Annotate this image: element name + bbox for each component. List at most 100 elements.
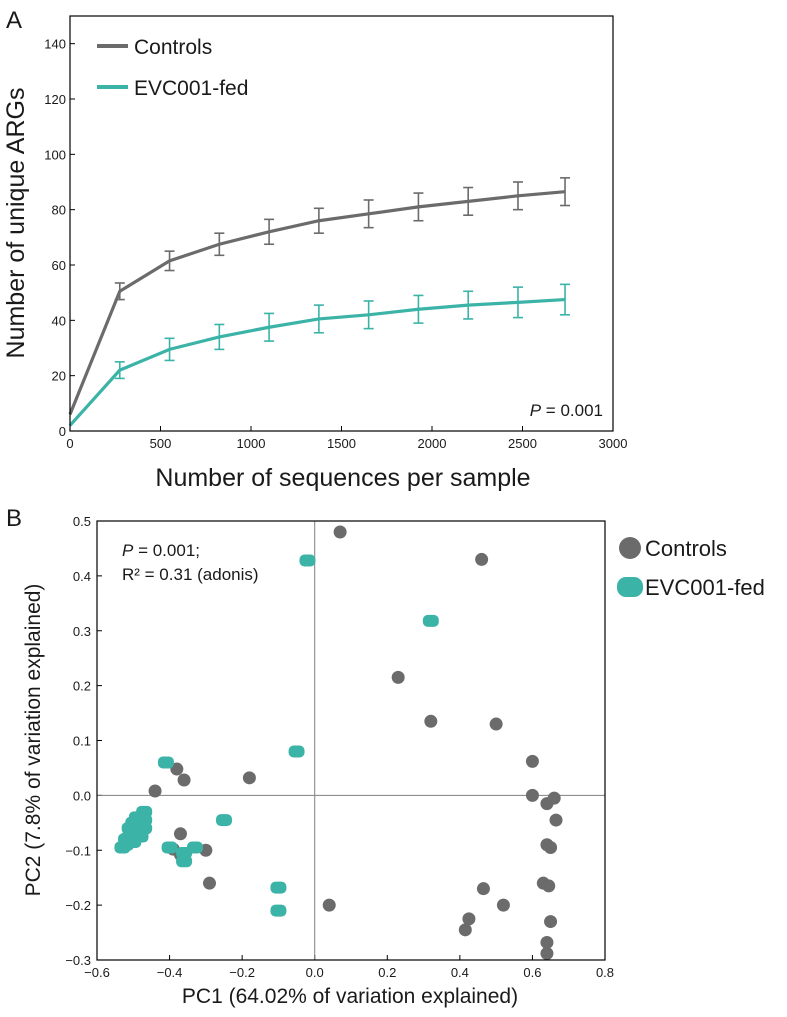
panel-a-letter: A <box>6 7 22 34</box>
panel-b-pvalue: P = 0.001; <box>122 541 200 560</box>
panel-a-xtick-label: 3000 <box>599 436 628 451</box>
panel-a-evc-errorbar <box>164 337 175 362</box>
pcoa-point-evc <box>118 833 135 846</box>
panel-a: 0 500 1000 1500 2000 2500 3000 0 20 40 60 80 100 120 1… <box>2 15 628 492</box>
panel-b-ytick-label: 0.4 <box>73 569 91 584</box>
panel-a-controls-errorbar <box>560 177 571 207</box>
panel-a-controls-errorbar <box>313 207 324 234</box>
panel-b-xtick-label: 0.0 <box>306 965 324 980</box>
panel-b-letter: B <box>6 505 22 532</box>
panel-a-evc-errorbar <box>313 304 324 334</box>
panel-a-controls-errorbar <box>264 218 275 246</box>
panel-b-ytick-label: 0.0 <box>73 788 91 803</box>
panel-b-ytick-label: 0.3 <box>73 624 91 639</box>
panel-a-controls-errorbar <box>463 186 474 216</box>
pcoa-point-controls <box>177 773 191 787</box>
pcoa-point-evc <box>157 756 174 769</box>
pcoa-point-evc <box>216 814 232 827</box>
panel-b-ytick-label: 0.1 <box>73 734 91 749</box>
panel-a-ytick-label: 120 <box>44 92 66 107</box>
pcoa-point-controls <box>549 813 563 827</box>
panel-a-ytick-label: 60 <box>52 258 66 273</box>
panel-a-evc-errorbar <box>560 283 571 316</box>
legend-b-controls-label: Controls <box>645 536 727 561</box>
panel-a-pvalue-value: = 0.001 <box>546 401 603 420</box>
pcoa-point-controls <box>202 876 216 890</box>
panel-b-xtick-label: 0.4 <box>451 965 469 980</box>
pcoa-point-evc <box>422 614 439 627</box>
pcoa-point-controls <box>542 879 556 893</box>
panel-b-pvalue-p: P <box>122 541 134 560</box>
panel-b-x-axis-label: PC1 (64.02% of variation explained) <box>182 985 518 1008</box>
panel-b-xtick-label: −0.4 <box>157 965 183 980</box>
panel-b-ticks: −0.6 −0.4 −0.2 0.0 0.2 0.4 0.6 0.8 −0.3 −0.2 −0.1 0… <box>65 514 614 980</box>
panel-b-points <box>114 525 563 960</box>
panel-b: −0.6 −0.4 −0.2 0.0 0.2 0.4 0.6 0.8 −0.3 −0.2 −0.1 0… <box>22 514 765 1008</box>
pcoa-point-controls <box>242 771 256 785</box>
panel-a-controls-errorbar <box>114 282 125 301</box>
pcoa-point-controls <box>525 788 539 802</box>
pcoa-point-controls <box>333 525 347 539</box>
pcoa-point-evc <box>176 855 193 868</box>
panel-b-xtick-label: −0.6 <box>84 965 110 980</box>
panel-b-xtick-label: 0.6 <box>523 965 541 980</box>
legend-b-evc-label: EVC001-fed <box>645 575 765 600</box>
panel-b-ytick-label: −0.3 <box>65 953 91 968</box>
panel-b-xtick-label: 0.8 <box>596 965 614 980</box>
pcoa-point-controls <box>489 717 503 731</box>
pcoa-point-evc <box>299 554 316 567</box>
panel-a-xtick-label: 2500 <box>508 436 537 451</box>
pcoa-point-controls <box>544 841 558 855</box>
panel-b-y-axis-label: PC2 (7.8% of variation explained) <box>22 584 45 897</box>
pcoa-point-controls <box>544 915 558 929</box>
panel-b-r2: R² = 0.31 (adonis) <box>122 565 259 584</box>
panel-a-xtick-label: 0 <box>66 436 73 451</box>
pcoa-point-controls <box>475 552 489 566</box>
panel-a-evc-errorbar <box>214 323 225 351</box>
panel-a-controls-errorbar <box>164 250 175 272</box>
panel-a-xtick-label: 500 <box>150 436 172 451</box>
panel-a-controls-errorbar <box>363 199 374 229</box>
panel-a-evc-line <box>68 297 566 427</box>
pcoa-point-evc <box>121 822 138 835</box>
pcoa-point-controls <box>540 946 554 960</box>
panel-a-x-axis-label: Number of sequences per sample <box>155 464 530 492</box>
panel-b-xtick-label: 0.2 <box>378 965 396 980</box>
pcoa-point-evc <box>161 841 178 854</box>
panel-a-frame <box>69 15 614 432</box>
pcoa-point-evc <box>270 881 287 894</box>
panel-a-ytick-label: 0 <box>59 424 66 439</box>
legend-b-evc-marker <box>617 577 643 597</box>
panel-b-ytick-label: −0.2 <box>65 898 91 913</box>
pcoa-point-controls <box>476 882 490 896</box>
panel-a-controls-errorbar <box>512 181 523 211</box>
pcoa-point-controls <box>547 791 561 805</box>
pcoa-point-evc <box>132 830 149 843</box>
panel-a-xtick-label: 2000 <box>418 436 447 451</box>
panel-b-xtick-label: −0.2 <box>229 965 255 980</box>
panel-a-y-axis-label: Number of unique ARGs <box>2 88 30 359</box>
pcoa-point-evc <box>288 745 305 758</box>
panel-a-evc-errorbar <box>363 300 374 330</box>
pcoa-point-controls <box>462 912 476 926</box>
pcoa-point-controls <box>525 754 539 768</box>
pcoa-point-controls <box>170 762 184 776</box>
pcoa-point-controls <box>458 923 472 937</box>
panel-b-frame <box>96 520 606 961</box>
pcoa-point-controls <box>391 670 405 684</box>
legend-a-controls-label: Controls <box>134 36 212 59</box>
panel-a-series <box>68 177 571 427</box>
panel-a-xtick-label: 1000 <box>237 436 266 451</box>
pcoa-point-controls <box>322 898 336 912</box>
legend-b-controls-marker <box>619 537 641 559</box>
panel-a-pvalue: P = 0.001 <box>530 401 603 420</box>
panel-a-controls-errorbar <box>214 232 225 257</box>
legend-a-evc-label: EVC001-fed <box>134 77 248 100</box>
pcoa-point-controls <box>424 714 438 728</box>
panel-b-ytick-label: 0.2 <box>73 679 91 694</box>
pcoa-point-controls <box>540 935 554 949</box>
panel-a-controls-errorbar <box>413 192 424 222</box>
pcoa-point-controls <box>148 784 162 798</box>
panel-a-evc-errorbar <box>114 361 125 380</box>
